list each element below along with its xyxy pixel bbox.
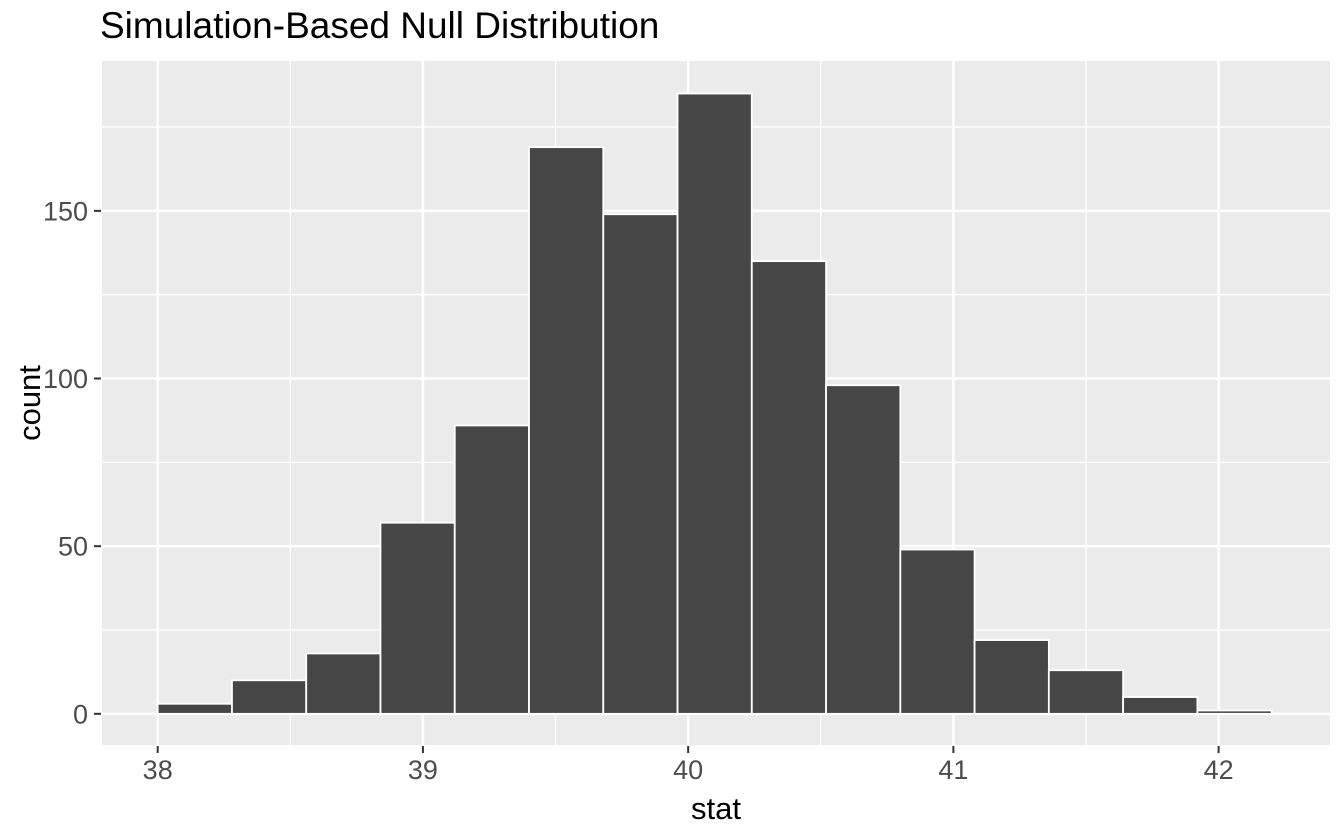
histogram-bar bbox=[528, 146, 605, 715]
y-tick-label: 50 bbox=[58, 532, 88, 562]
histogram-bar bbox=[231, 679, 308, 715]
y-tick-label: 100 bbox=[43, 364, 88, 394]
x-tick-label: 42 bbox=[1204, 755, 1234, 785]
histogram-bar bbox=[899, 548, 976, 715]
x-tick-label: 39 bbox=[408, 755, 438, 785]
y-axis-title: count bbox=[12, 365, 47, 441]
histogram-bars bbox=[156, 92, 1273, 715]
histogram-bar bbox=[1196, 709, 1273, 715]
histogram-bar bbox=[602, 213, 679, 715]
histogram-bar bbox=[453, 424, 530, 715]
x-tick-label: 40 bbox=[673, 755, 703, 785]
axis-tick-labels: 38 39 40 41 42 0 50 100 150 bbox=[43, 196, 1234, 785]
histogram-bar bbox=[973, 639, 1050, 715]
x-axis-title: stat bbox=[691, 791, 741, 826]
histogram-bar bbox=[379, 521, 456, 715]
histogram-bar bbox=[156, 702, 233, 715]
histogram-bar bbox=[825, 384, 902, 715]
histogram-bar bbox=[305, 652, 382, 715]
y-tick-label: 0 bbox=[73, 699, 88, 729]
axis-ticks bbox=[94, 209, 1220, 753]
x-tick-label: 41 bbox=[938, 755, 968, 785]
chart-title: Simulation-Based Null Distribution bbox=[100, 5, 659, 46]
histogram-bar bbox=[676, 92, 753, 715]
histogram-bar bbox=[1047, 669, 1125, 715]
y-tick-label: 150 bbox=[43, 196, 88, 226]
histogram-bar bbox=[1122, 696, 1199, 715]
x-tick-label: 38 bbox=[143, 755, 173, 785]
histogram-bar bbox=[750, 260, 827, 715]
